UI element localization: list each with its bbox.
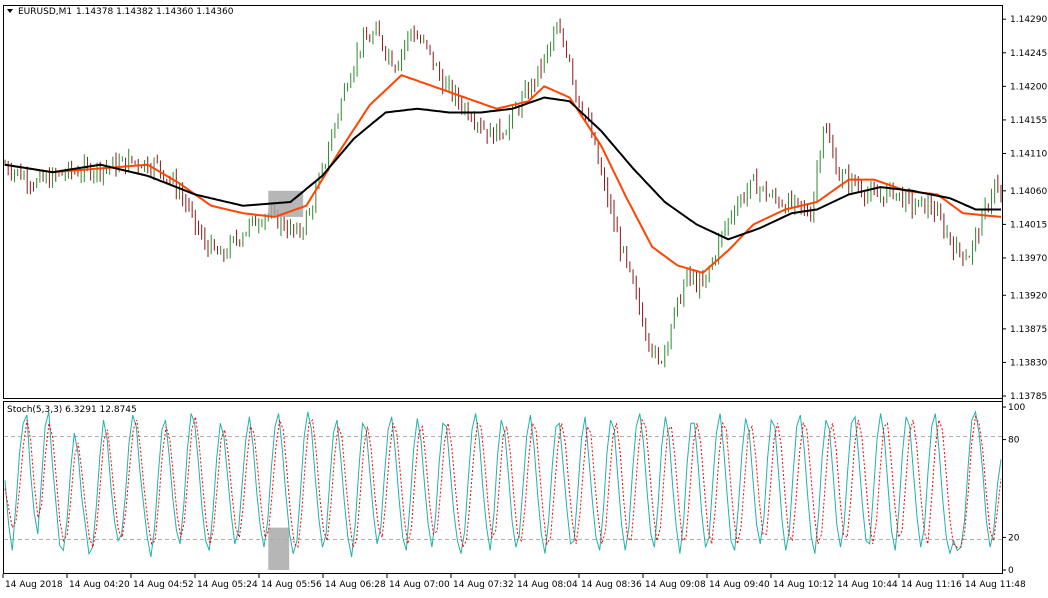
time-tick-label: 14 Aug 08:04 <box>517 580 578 590</box>
ma-fast-line <box>4 74 1002 275</box>
price-tick-label: 1.14245 <box>1010 49 1047 59</box>
time-axis: 14 Aug 2018 14 Aug 04:20 14 Aug 04:52 14 Au… <box>2 574 1026 590</box>
price-tick-label: 1.14155 <box>1010 116 1047 126</box>
stoch-tick-label: 0 <box>1008 566 1014 576</box>
time-tick-label: 14 Aug 07:00 <box>389 580 450 590</box>
price-tick-label: 1.13785 <box>1010 392 1047 402</box>
price-tick-label: 1.14015 <box>1010 220 1047 230</box>
price-tick-label: 1.13830 <box>1010 358 1047 368</box>
stoch-lines-layer <box>4 410 1002 558</box>
time-tick-label: 14 Aug 2018 <box>5 580 63 590</box>
stoch-axis: 100 80 20 0 <box>1002 403 1025 576</box>
time-tick-label: 14 Aug 05:24 <box>197 580 258 590</box>
time-tick-label: 14 Aug 10:12 <box>773 580 834 590</box>
time-tick-label: 14 Aug 04:20 <box>69 580 130 590</box>
ohlc-label: 1.14378 1.14382 1.14360 1.14360 <box>76 7 234 17</box>
stoch-tick-label: 20 <box>1008 533 1020 543</box>
time-tick-label: 14 Aug 05:56 <box>261 580 322 590</box>
stoch-highlight-box <box>268 527 290 570</box>
stoch-main-line <box>4 410 1002 558</box>
price-tick-label: 1.14290 <box>1010 15 1047 25</box>
time-tick-label: 14 Aug 07:32 <box>453 580 514 590</box>
stoch-panel-frame <box>3 401 1003 574</box>
candles-layer <box>4 18 1002 368</box>
ma-slow-line <box>4 96 1001 241</box>
symbol-label: EURUSD,M1 <box>18 7 72 17</box>
main-panel-frame <box>3 5 1003 399</box>
stoch-tick-label: 100 <box>1008 403 1025 413</box>
time-tick-label: 14 Aug 11:16 <box>901 580 962 590</box>
price-tick-label: 1.13920 <box>1010 291 1047 301</box>
price-axis: 1.14290 1.14245 1.14200 1.14155 1.14110 1.140… <box>1002 15 1047 402</box>
stoch-tick-label: 80 <box>1008 436 1020 446</box>
price-tick-label: 1.14110 <box>1010 150 1047 160</box>
time-tick-label: 14 Aug 09:40 <box>709 580 770 590</box>
price-tick-label: 1.13875 <box>1010 325 1047 335</box>
time-tick-label: 14 Aug 10:44 <box>837 580 898 590</box>
time-tick-label: 14 Aug 06:28 <box>325 580 386 590</box>
time-tick-label: 14 Aug 08:36 <box>581 580 642 590</box>
time-tick-label: 14 Aug 11:48 <box>965 580 1026 590</box>
moving-averages-layer <box>4 74 1002 275</box>
symbol-header: EURUSD,M1 1.14378 1.14382 1.14360 1.1436… <box>7 7 234 17</box>
stoch-header-label: Stoch(5,3,3) 6.3291 12.8745 <box>7 405 137 415</box>
time-tick-label: 14 Aug 04:52 <box>133 580 194 590</box>
price-tick-label: 1.14060 <box>1010 187 1047 197</box>
dropdown-triangle-icon[interactable] <box>7 9 13 13</box>
price-tick-label: 1.13970 <box>1010 254 1047 264</box>
price-tick-label: 1.14200 <box>1010 82 1047 92</box>
time-tick-label: 14 Aug 09:08 <box>645 580 706 590</box>
